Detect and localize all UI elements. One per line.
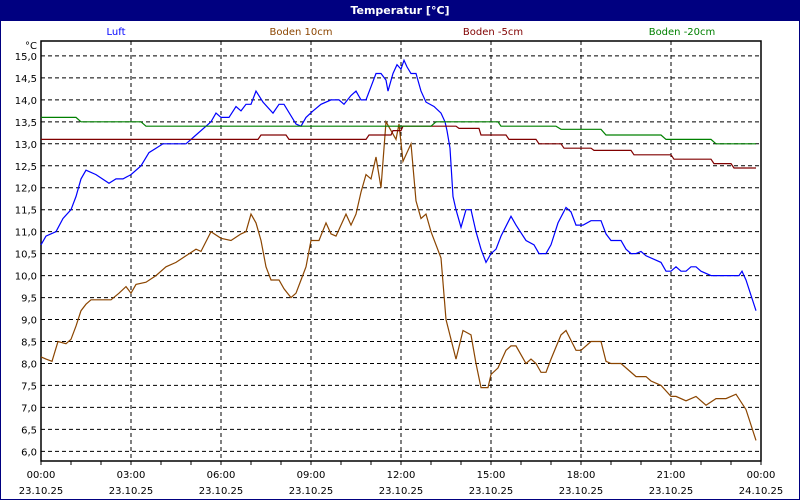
x-tick-date: 23.10.25 bbox=[289, 486, 334, 497]
x-tick-date: 23.10.25 bbox=[109, 486, 154, 497]
x-tick-date: 24.10.25 bbox=[739, 486, 784, 497]
y-tick-label: 11,5 bbox=[15, 206, 37, 217]
series-line-boden-10cm bbox=[40, 119, 757, 441]
x-tick-date: 23.10.25 bbox=[379, 486, 424, 497]
y-tick-label: 10,5 bbox=[15, 250, 37, 261]
y-tick-label: 12,0 bbox=[15, 184, 37, 195]
x-tick-date: 23.10.25 bbox=[19, 486, 64, 497]
y-tick-label: 14,5 bbox=[15, 74, 37, 85]
x-tick-time: 06:00 bbox=[207, 470, 236, 481]
x-tick-time: 00:00 bbox=[27, 470, 56, 481]
x-tick-date: 23.10.25 bbox=[199, 486, 244, 497]
y-tick-label: 8,5 bbox=[21, 338, 37, 349]
x-tick-time: 12:00 bbox=[387, 470, 416, 481]
x-tick-time: 21:00 bbox=[657, 470, 686, 481]
legend-label-boden--5cm: Boden -5cm bbox=[463, 27, 523, 38]
x-tick-time: 09:00 bbox=[297, 470, 326, 481]
y-tick-label: 7,5 bbox=[21, 381, 37, 392]
y-tick-label: 8,0 bbox=[21, 359, 37, 370]
x-tick-time: 03:00 bbox=[117, 470, 146, 481]
y-tick-label: 12,5 bbox=[15, 162, 37, 173]
y-axis-unit: °C bbox=[25, 41, 37, 52]
x-tick-time: 00:00 bbox=[747, 470, 776, 481]
x-tick-date: 23.10.25 bbox=[649, 486, 694, 497]
series-line-luft bbox=[40, 58, 757, 311]
y-tick-label: 7,0 bbox=[21, 403, 37, 414]
x-tick-time: 15:00 bbox=[477, 470, 506, 481]
y-tick-label: 9,0 bbox=[21, 316, 37, 327]
y-tick-label: 10,0 bbox=[15, 272, 37, 283]
legend-label-luft: Luft bbox=[107, 27, 126, 38]
y-tick-label: 14,0 bbox=[15, 96, 37, 107]
x-tick-date: 23.10.25 bbox=[559, 486, 604, 497]
x-tick-time: 18:00 bbox=[567, 470, 596, 481]
window-title: Temperatur [°C] bbox=[1, 1, 799, 21]
x-tick-date: 23.10.25 bbox=[469, 486, 514, 497]
y-tick-label: 13,0 bbox=[15, 140, 37, 151]
y-tick-label: 15,0 bbox=[15, 52, 37, 63]
y-tick-label: 11,0 bbox=[15, 228, 37, 239]
y-tick-label: 6,5 bbox=[21, 425, 37, 436]
series-line-boden--20cm bbox=[41, 116, 756, 145]
y-tick-label: 6,0 bbox=[21, 447, 37, 458]
y-tick-label: 13,5 bbox=[15, 118, 37, 129]
legend-label-boden--20cm: Boden -20cm bbox=[649, 27, 716, 38]
legend-label-boden-10cm: Boden 10cm bbox=[270, 27, 333, 38]
series-line-boden--5cm bbox=[41, 125, 756, 169]
y-tick-label: 9,5 bbox=[21, 294, 37, 305]
plot-frame bbox=[40, 40, 762, 462]
